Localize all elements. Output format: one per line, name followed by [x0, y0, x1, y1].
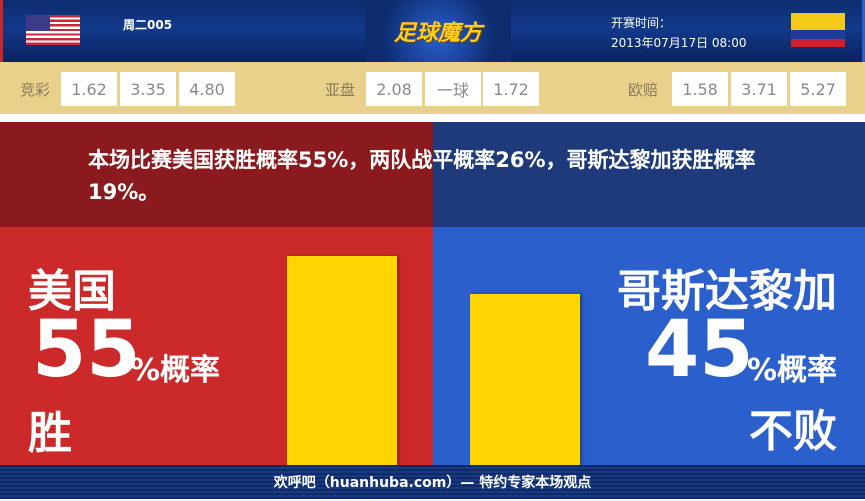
odd-value: 4.80: [179, 72, 235, 106]
footer: 欢呼吧（huanhuba.com）— 特约专家本场观点: [0, 465, 865, 499]
odd-value: 一球: [425, 72, 481, 106]
logo: 足球魔方: [365, 0, 511, 62]
summary-text: 本场比赛美国获胜概率55%，两队战平概率26%，哥斯达黎加获胜概率19%。: [88, 148, 756, 204]
odd-value: 5.27: [790, 72, 846, 106]
usa-flag-icon: [26, 15, 80, 45]
away-outcome: 不败: [749, 406, 837, 457]
yapan-label: 亚盘: [325, 81, 356, 99]
odd-value: 1.72: [483, 72, 539, 106]
home-outcome: 胜: [28, 408, 72, 459]
odd-value: 1.58: [672, 72, 728, 106]
away-panel: 哥斯达黎加 45 %概率 不败: [433, 227, 865, 465]
colombia-flag-icon: [791, 13, 845, 47]
away-unit: %概率: [746, 353, 837, 388]
start-time: 2013年07月17日 08:00: [611, 36, 747, 50]
summary-band: 本场比赛美国获胜概率55%，两队战平概率26%，哥斯达黎加获胜概率19%。: [0, 122, 865, 227]
odd-value: 3.35: [120, 72, 176, 106]
jingcai-label: 竞彩: [20, 81, 51, 99]
odds-bar: 竞彩 1.62 3.35 4.80 亚盘 2.08 一球 1.72 欧赔 1.5…: [0, 62, 865, 114]
ouzhou-label: 欧赔: [628, 81, 659, 99]
home-panel: 美国 55 %概率 胜: [0, 227, 433, 465]
away-percent: 45: [645, 305, 754, 395]
header: 周二005 足球魔方 开赛时间： 2013年07月17日 08:00: [0, 0, 865, 62]
start-time-label: 开赛时间：: [611, 16, 672, 30]
match-code: 周二005: [123, 18, 173, 32]
odd-value: 2.08: [366, 72, 422, 106]
home-percent: 55: [32, 305, 141, 395]
away-team: 哥斯达黎加: [617, 266, 837, 317]
home-unit: %概率: [130, 353, 221, 388]
odd-value: 3.71: [731, 72, 787, 106]
odd-value: 1.62: [61, 72, 117, 106]
home-team: 美国: [28, 266, 116, 317]
away-probability-bar: [470, 294, 580, 465]
home-probability-bar: [287, 256, 397, 465]
